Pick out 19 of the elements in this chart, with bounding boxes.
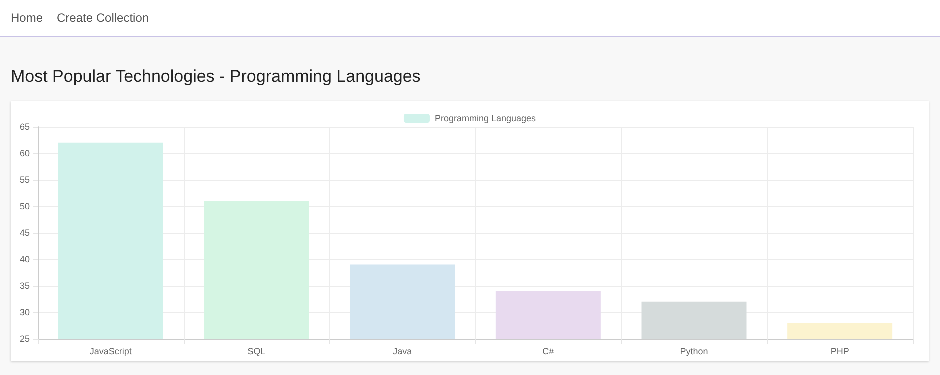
legend-label: Programming Languages xyxy=(434,114,537,124)
y-tick-label: 45 xyxy=(20,228,30,238)
text: Create Collection xyxy=(57,11,150,25)
x-tick-label: Python xyxy=(680,346,708,356)
x-tick-label: C# xyxy=(542,346,554,356)
y-tick-label: 65 xyxy=(20,122,30,132)
y-tick-label: 40 xyxy=(20,254,30,264)
text: Home xyxy=(11,11,44,25)
y-tick-label: 55 xyxy=(20,175,30,185)
y-tick-label: 60 xyxy=(20,148,30,158)
y-tick-label: 35 xyxy=(20,281,30,291)
chart-title: Most Popular Technologies - Programming Languages xyxy=(11,67,422,87)
y-tick-label: 25 xyxy=(20,334,30,344)
x-tick-label: SQL xyxy=(248,346,266,356)
y-tick-label: 30 xyxy=(20,308,30,318)
x-tick-label: Java xyxy=(393,346,412,356)
x-tick-label: JavaScript xyxy=(90,346,132,356)
y-tick-label: 50 xyxy=(20,202,30,212)
x-tick-label: PHP xyxy=(830,346,850,356)
